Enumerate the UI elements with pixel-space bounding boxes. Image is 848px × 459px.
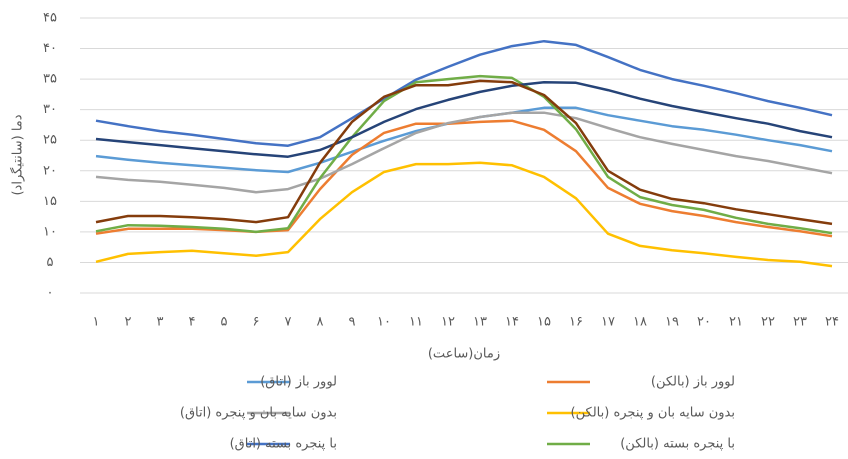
series-line [95, 119, 833, 238]
legend-label: بدون سایه بان و پنجره (بالکن) [571, 406, 735, 421]
legend-label: با پنجره بسته (اتاق) [230, 437, 337, 452]
y-tick-label: ۴۰ [43, 41, 57, 56]
y-tick-label: ۳۰ [43, 102, 57, 117]
x-tick-label: ۱۸ [633, 315, 647, 330]
x-tick-label: ۳ [157, 315, 164, 330]
x-tick-label: ۲۱ [729, 315, 743, 330]
series-line [95, 111, 833, 194]
legend-label: با پنجره بسته (بالکن) [620, 437, 735, 452]
legend-label: لوور باز (بالکن) [651, 375, 735, 390]
x-tick-label: ۷ [285, 315, 292, 330]
x-tick-label: ۱۴ [505, 315, 519, 330]
x-axis-label: زمان(ساعت) [428, 347, 500, 362]
x-tick-label: ۱۳ [473, 315, 487, 330]
x-tick-label: ۱۵ [537, 315, 551, 330]
legend-label: بدون سایه بان و پنجره (اتاق) [180, 406, 337, 421]
x-tick-label: ۶ [253, 315, 260, 330]
y-tick-label: ۵ [47, 255, 54, 270]
x-tick-label: ۱۲ [441, 315, 455, 330]
x-tick-label: ۱۹ [665, 315, 679, 330]
y-tick-label: ۱۵ [43, 194, 57, 209]
x-tick-label: ۵ [221, 315, 228, 330]
x-tick-label: ۲ [125, 315, 132, 330]
series-line [95, 74, 833, 235]
y-tick-label: ۳۵ [43, 72, 57, 87]
x-tick-label: ۲۲ [761, 315, 775, 330]
x-tick-label: ۱۰ [377, 315, 391, 330]
y-tick-label: ۴۵ [43, 11, 57, 26]
x-tick-label: ۲۳ [793, 315, 807, 330]
legend-label: لوور باز (اتاق) [260, 375, 337, 390]
y-axis-label: دما (سانتیگراد) [10, 114, 26, 195]
y-tick-label: ۲۰ [43, 163, 57, 178]
series-line [95, 39, 833, 147]
x-tick-label: ۱۱ [409, 315, 423, 330]
x-tick-label: ۱۷ [601, 315, 615, 330]
x-tick-label: ۴ [189, 315, 196, 330]
x-tick-label: ۱ [93, 315, 100, 330]
y-tick-label: ۰ [47, 286, 54, 301]
x-tick-label: ۲۴ [825, 315, 839, 330]
y-tick-label: ۲۵ [43, 133, 57, 148]
series-line [95, 80, 833, 158]
x-tick-label: ۹ [349, 315, 356, 330]
x-tick-label: ۸ [317, 315, 324, 330]
x-tick-label: ۲۰ [697, 315, 711, 330]
x-tick-label: ۱۶ [569, 315, 583, 330]
series-line [95, 79, 833, 226]
y-tick-label: ۱۰ [43, 224, 57, 239]
series-line [95, 161, 833, 268]
